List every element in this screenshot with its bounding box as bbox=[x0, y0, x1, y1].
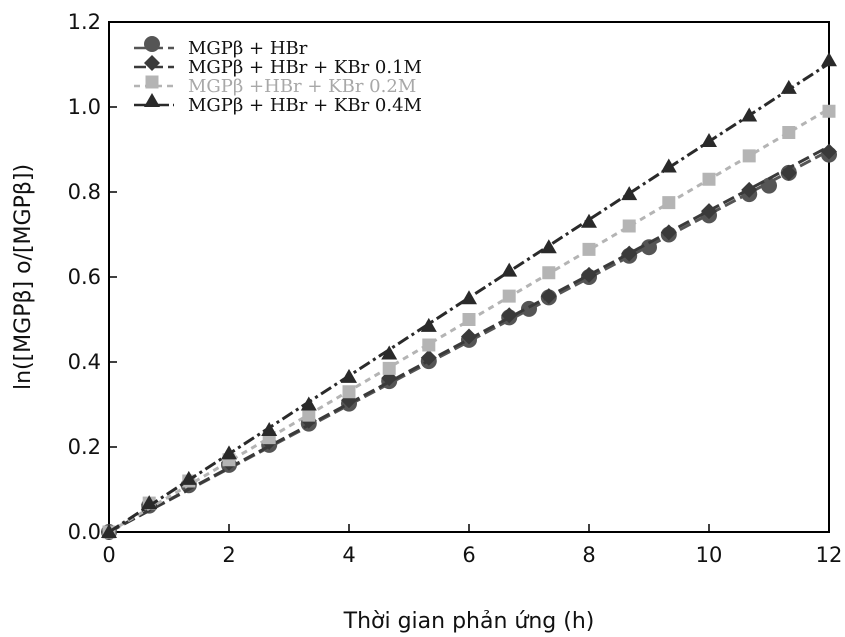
data-point bbox=[641, 239, 657, 256]
legend-marker-swatch bbox=[144, 55, 160, 71]
data-point bbox=[780, 164, 797, 181]
data-point bbox=[581, 213, 597, 228]
data-point bbox=[782, 126, 796, 139]
data-point bbox=[501, 307, 518, 324]
data-point bbox=[381, 345, 398, 360]
data-point bbox=[821, 52, 837, 67]
data-point bbox=[702, 172, 716, 186]
data-point bbox=[701, 203, 717, 220]
legend-marker-swatch bbox=[145, 75, 159, 89]
legend-entry: MGPβ + HBr + KBr 0.4M bbox=[134, 93, 422, 116]
data-point bbox=[741, 107, 758, 122]
data-point bbox=[741, 181, 758, 198]
x-tick-label: 0 bbox=[102, 543, 115, 567]
legend-label: MGPβ + HBr + KBr 0.1M bbox=[188, 57, 422, 78]
data-point bbox=[341, 368, 357, 383]
data-point bbox=[502, 289, 516, 303]
y-tick-label: 0.2 bbox=[68, 435, 101, 459]
data-point bbox=[462, 313, 476, 326]
data-point bbox=[701, 133, 717, 147]
data-point bbox=[180, 470, 197, 485]
data-point bbox=[581, 266, 597, 283]
legend-label: MGPβ + HBr + KBr 0.4M bbox=[188, 95, 422, 116]
data-point bbox=[342, 385, 356, 399]
data-point bbox=[302, 408, 316, 422]
data-point bbox=[101, 524, 117, 538]
data-point bbox=[761, 177, 777, 194]
series-square bbox=[102, 104, 836, 539]
x-tick-label: 12 bbox=[816, 543, 843, 567]
series-layer bbox=[101, 52, 837, 540]
legend-marker-swatch bbox=[144, 36, 160, 52]
legend-entry: MGPβ + HBr bbox=[134, 36, 308, 59]
x-tick-label: 6 bbox=[462, 543, 475, 567]
data-point bbox=[540, 239, 557, 254]
legend-label: MGPβ + HBr bbox=[188, 38, 308, 59]
y-axis-title: ln([MGPβ] o/[MGPβ]) bbox=[11, 164, 36, 390]
y-tick-label: 0.6 bbox=[68, 265, 101, 289]
legend-marker-swatch bbox=[144, 93, 160, 107]
data-point bbox=[660, 224, 677, 241]
data-point bbox=[422, 338, 436, 352]
x-tick-label: 2 bbox=[222, 543, 235, 567]
x-axis: 0 2 4 6 8 10 12 bbox=[102, 524, 842, 567]
y-tick-label: 0.0 bbox=[68, 520, 101, 544]
data-point bbox=[621, 186, 638, 201]
data-point bbox=[540, 288, 557, 305]
x-tick-label: 8 bbox=[582, 543, 595, 567]
y-tick-label: 0.8 bbox=[68, 180, 101, 204]
data-point bbox=[261, 422, 278, 436]
series-triangle bbox=[101, 52, 837, 538]
data-point bbox=[660, 158, 677, 173]
data-point bbox=[420, 349, 437, 366]
legend-entry: MGPβ + HBr + KBr 0.1M bbox=[134, 55, 422, 78]
data-point bbox=[542, 266, 556, 280]
legend-entry: MGPβ +HBr + KBr 0.2M bbox=[134, 75, 416, 97]
data-point bbox=[382, 361, 396, 375]
x-tick-label: 4 bbox=[342, 543, 355, 567]
data-point bbox=[582, 242, 596, 256]
data-point bbox=[821, 143, 837, 160]
y-tick-label: 1.2 bbox=[68, 10, 101, 34]
data-point bbox=[622, 219, 636, 233]
x-axis-title: Thời gian phản ứng (h) bbox=[343, 609, 595, 634]
data-point bbox=[461, 290, 477, 305]
y-axis: 0.0 0.2 0.4 0.6 0.8 1.0 1.2 bbox=[68, 10, 117, 544]
y-tick-label: 0.4 bbox=[68, 350, 101, 374]
data-point bbox=[621, 245, 638, 262]
data-point bbox=[461, 328, 477, 345]
data-point bbox=[662, 196, 676, 210]
y-tick-label: 1.0 bbox=[68, 95, 101, 119]
legend-label: MGPβ +HBr + KBr 0.2M bbox=[188, 76, 416, 97]
data-point bbox=[742, 149, 756, 163]
data-point bbox=[780, 79, 797, 94]
data-point bbox=[420, 317, 437, 332]
data-point bbox=[822, 104, 836, 118]
data-point bbox=[221, 445, 237, 460]
data-point bbox=[300, 396, 317, 411]
x-tick-label: 10 bbox=[696, 543, 723, 567]
data-point bbox=[501, 262, 518, 277]
data-point bbox=[141, 495, 158, 510]
